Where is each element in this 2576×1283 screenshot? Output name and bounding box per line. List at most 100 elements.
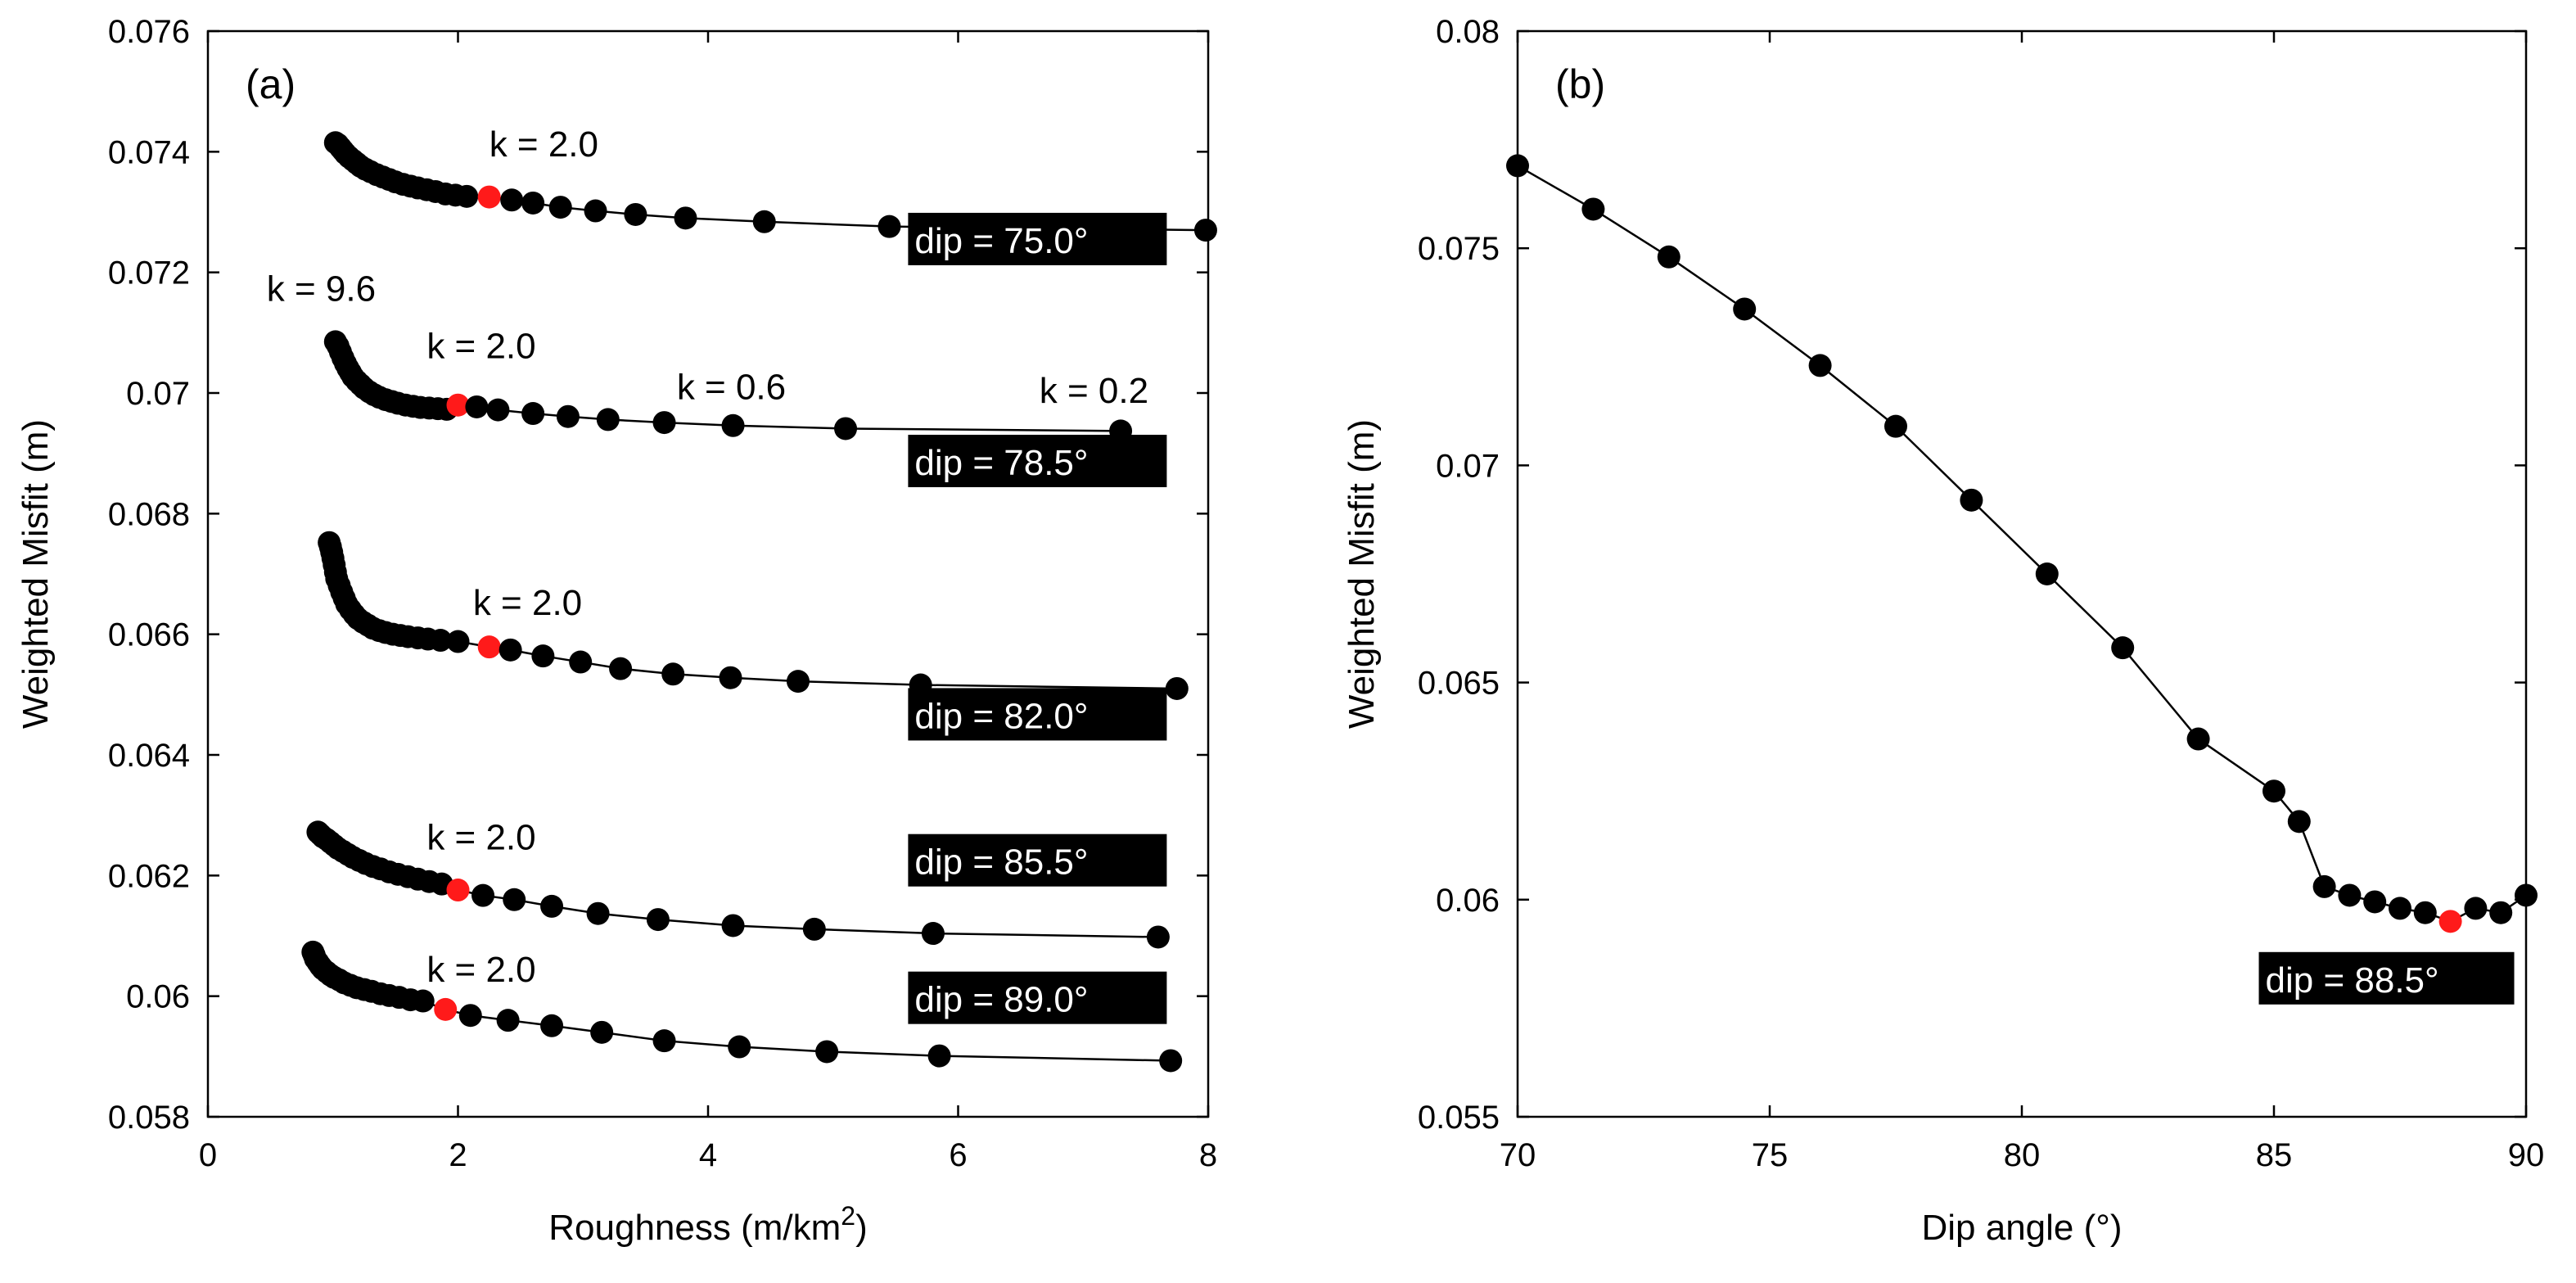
data-point <box>721 914 745 937</box>
y-tick-label: 0.076 <box>108 14 190 50</box>
data-point <box>471 883 495 907</box>
data-point <box>496 1009 520 1032</box>
y-tick-label: 0.064 <box>108 738 190 774</box>
panel-b: 70 75 80 85 90 0.055 0.06 0.065 0.07 0.075 0.08 Wei… <box>1342 14 2544 1248</box>
data-point <box>652 411 676 435</box>
x-tick-label: 6 <box>949 1137 967 1173</box>
x-tick-label: 85 <box>2256 1137 2293 1173</box>
y-tick-label: 0.055 <box>1418 1100 1500 1136</box>
x-tick-label: 75 <box>1752 1137 1789 1173</box>
dip-box-label: dip = 89.0° <box>914 980 1088 1020</box>
data-point <box>2035 562 2059 585</box>
data-point <box>786 670 810 693</box>
highlight-point <box>477 635 501 659</box>
data-point <box>2312 874 2336 898</box>
data-point <box>590 1020 614 1044</box>
data-point <box>1193 219 1217 242</box>
series-1 <box>323 330 1133 443</box>
dip-box-background <box>908 688 1167 741</box>
highlight-point <box>446 879 470 902</box>
data-point <box>1657 245 1680 269</box>
y-tick-label: 0.074 <box>108 134 190 170</box>
dip-box: dip = 82.0° <box>908 688 1167 741</box>
dip-box-label: dip = 75.0° <box>914 221 1088 261</box>
x-axis-label: Dip angle (°) <box>1921 1208 2122 1248</box>
y-tick-label: 0.072 <box>108 255 190 291</box>
data-point <box>719 666 742 689</box>
data-point <box>586 901 610 925</box>
y-tick-label: 0.06 <box>126 979 190 1015</box>
data-point <box>646 908 670 932</box>
dip-box-background <box>2258 951 2515 1005</box>
y-tick-label: 0.062 <box>108 858 190 894</box>
data-point <box>674 206 697 230</box>
data-point <box>1506 154 1529 178</box>
data-point <box>652 1029 676 1053</box>
axes-frame <box>206 29 1210 1118</box>
data-point <box>584 199 607 223</box>
data-point <box>1884 414 1907 438</box>
data-point <box>921 922 945 946</box>
data-point <box>503 888 526 911</box>
data-point <box>815 1040 839 1064</box>
panel-label: (a) <box>246 61 295 107</box>
dip-box: dip = 78.5° <box>908 435 1167 488</box>
data-point <box>877 215 901 238</box>
dip-box-label: dip = 88.5° <box>2266 960 2439 1001</box>
y-tick-label: 0.058 <box>108 1100 190 1136</box>
panel-a: 0 2 4 6 8 0.058 0.06 0.062 0.064 0.066 0.068 0.07 0.… <box>16 14 1217 1248</box>
k-annotation: k = 0.6 <box>677 367 786 407</box>
data-point <box>802 917 826 941</box>
highlight-point <box>477 185 501 209</box>
series-2 <box>318 531 1189 700</box>
series-0 <box>1506 154 2538 933</box>
data-point <box>2186 727 2210 751</box>
x-axis-label: Roughness (m/km2) <box>548 1201 867 1248</box>
y-tick-label: 0.07 <box>126 376 190 412</box>
data-point <box>1165 676 1189 700</box>
data-point <box>465 395 489 418</box>
dip-box-background <box>908 833 1167 887</box>
data-point <box>455 184 479 208</box>
data-point <box>1581 197 1605 221</box>
x-axis-label-main: Roughness (m/km <box>548 1208 841 1248</box>
x-tick-label: 2 <box>449 1137 467 1173</box>
y-tick-label: 0.066 <box>108 617 190 653</box>
data-point <box>2111 636 2135 660</box>
y-tick-label: 0.068 <box>108 496 190 532</box>
data-point <box>411 989 435 1013</box>
series-3 <box>306 820 1170 949</box>
x-axis-label-superscript: 2 <box>841 1201 855 1231</box>
data-point <box>2413 901 2437 924</box>
data-point <box>752 210 776 233</box>
k-annotation: k = 2.0 <box>426 818 535 858</box>
data-point <box>728 1035 751 1059</box>
data-point <box>1808 354 1832 377</box>
y-axis-label: Weighted Misfit (m) <box>1342 419 1382 729</box>
data-point <box>927 1044 951 1068</box>
data-point <box>721 413 745 437</box>
data-point <box>521 402 545 426</box>
dip-box: dip = 88.5° <box>2258 951 2515 1005</box>
highlight-point <box>446 393 470 417</box>
series-4 <box>301 940 1183 1073</box>
data-point <box>446 630 470 653</box>
data-point <box>596 408 620 431</box>
k-annotation: k = 2.0 <box>473 583 582 623</box>
y-tick-label: 0.065 <box>1418 666 1500 702</box>
data-point <box>500 188 524 212</box>
data-point <box>540 894 564 918</box>
y-tick-label: 0.06 <box>1436 883 1500 919</box>
k-annotation: k = 9.6 <box>267 269 376 309</box>
data-point <box>548 196 572 219</box>
series-line <box>327 542 1177 690</box>
data-point <box>569 650 593 674</box>
data-point <box>1733 297 1757 321</box>
dip-box-label: dip = 82.0° <box>914 696 1088 736</box>
x-axis-label-end: ) <box>855 1208 868 1248</box>
k-annotation: k = 0.2 <box>1040 371 1148 411</box>
data-point <box>531 644 555 668</box>
data-point <box>2287 810 2311 833</box>
data-point <box>834 417 858 440</box>
